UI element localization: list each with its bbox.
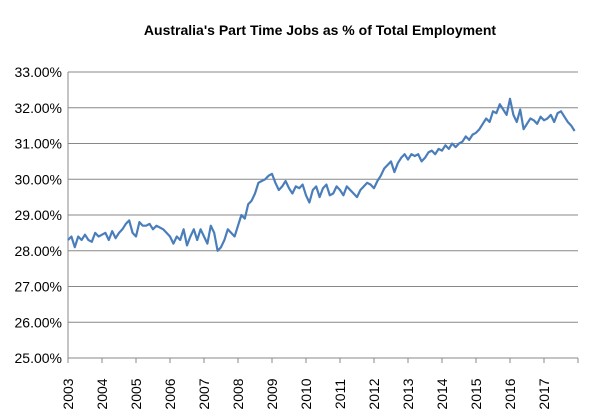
y-tick-label: 33.00% (15, 64, 62, 80)
x-axis-ticks: 2003 2004 2005 2006 2007 2008 2009 2010 2011 2012… (60, 378, 552, 409)
y-axis-ticks: 25.00% 26.00% 27.00% 28.00% 29.00% 30.00% 31.0… (15, 64, 62, 366)
x-tick-label: 2006 (162, 378, 178, 409)
gridlines (68, 71, 578, 359)
y-tick-label: 28.00% (15, 243, 62, 259)
y-tick-label: 27.00% (15, 279, 62, 295)
x-tick-label: 2010 (298, 378, 314, 409)
x-tick-label: 2003 (60, 378, 76, 409)
series-line (67, 97, 576, 252)
x-tick-label: 2008 (230, 378, 246, 409)
x-tick-label: 2013 (400, 378, 416, 409)
x-tick-label: 2017 (536, 378, 552, 409)
x-tick-label: 2007 (196, 378, 212, 409)
y-tick-label: 31.00% (15, 136, 62, 152)
x-tick-label: 2009 (264, 378, 280, 409)
x-tick-label: 2016 (502, 378, 518, 409)
y-tick-label: 32.00% (15, 100, 62, 116)
y-tick-label: 29.00% (15, 207, 62, 223)
chart-title: Australia's Part Time Jobs as % of Total… (143, 22, 497, 38)
y-tick-label: 25.00% (15, 350, 62, 366)
x-tick-label: 2014 (434, 378, 450, 409)
x-tick-label: 2005 (128, 378, 144, 409)
y-tick-label: 26.00% (15, 314, 62, 330)
series (67, 97, 576, 252)
axes (67, 72, 579, 363)
x-tick-label: 2004 (94, 378, 110, 409)
x-tick-label: 2012 (366, 378, 382, 409)
x-tick-label: 2015 (468, 378, 484, 409)
x-tick-label: 2011 (332, 379, 348, 409)
y-tick-label: 30.00% (15, 171, 62, 187)
